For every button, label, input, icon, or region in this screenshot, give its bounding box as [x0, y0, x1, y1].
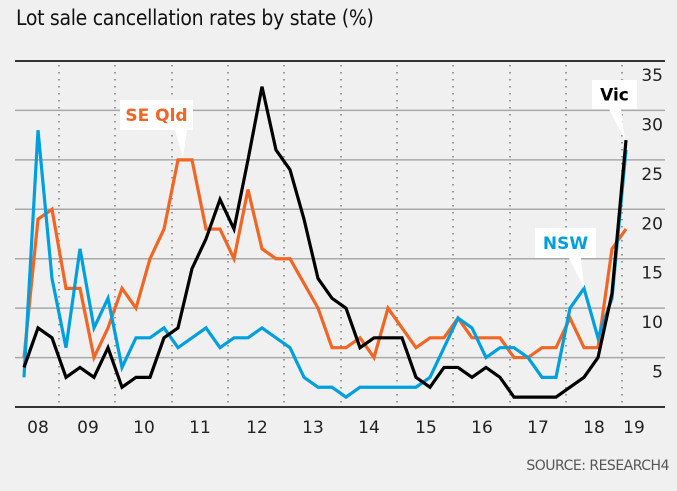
- series-line-vic: [22, 86, 628, 399]
- series-line-nsw: [22, 130, 628, 400]
- label-box: [592, 80, 637, 109]
- label-text: Vic: [600, 86, 629, 106]
- y-tick-label: 10: [641, 313, 663, 333]
- label-pointer: [175, 130, 187, 157]
- label-nsw: NSW: [535, 228, 596, 288]
- label-pointer: [569, 258, 584, 288]
- label-se-qld: SE Qld: [120, 100, 193, 157]
- x-axis-ticks: 08 09 10 11 12 13 14 15 16 17 18 19: [27, 418, 645, 438]
- label-text: SE Qld: [125, 106, 187, 126]
- y-tick-label: 25: [641, 165, 663, 185]
- series-lines: [22, 86, 628, 400]
- x-tick-label: 15: [415, 418, 437, 438]
- chart-title: Lot sale cancellation rates by state (%): [16, 6, 374, 30]
- x-tick-label: 19: [623, 418, 645, 438]
- y-tick-label: 20: [641, 214, 663, 234]
- label-box: [120, 100, 193, 130]
- y-tick-label: 15: [641, 264, 663, 284]
- x-tick-label: 18: [583, 418, 605, 438]
- source-credit: SOURCE: RESEARCH4: [526, 458, 669, 474]
- x-tick-label: 17: [527, 418, 549, 438]
- x-tick-label: 13: [302, 418, 324, 438]
- x-tick-label: 09: [77, 418, 99, 438]
- label-box: [535, 228, 596, 258]
- x-tick-label: 10: [133, 418, 155, 438]
- y-tick-label: 35: [641, 66, 663, 86]
- x-tick-label: 14: [358, 418, 380, 438]
- y-tick-label: 30: [641, 115, 663, 135]
- y-axis-ticks: 5 10 15 20 25 30 35: [641, 66, 663, 383]
- label-vic: Vic: [592, 80, 637, 140]
- gridlines: [15, 60, 665, 408]
- x-tick-label: 16: [471, 418, 493, 438]
- label-pointer: [609, 109, 625, 140]
- series-labels: SE Qld NSW Vic: [120, 80, 637, 288]
- x-tick-label: 12: [246, 418, 268, 438]
- y-tick-label: 5: [652, 363, 663, 383]
- x-tick-label: 08: [27, 418, 49, 438]
- label-text: NSW: [543, 234, 588, 254]
- x-tick-label: 11: [189, 418, 211, 438]
